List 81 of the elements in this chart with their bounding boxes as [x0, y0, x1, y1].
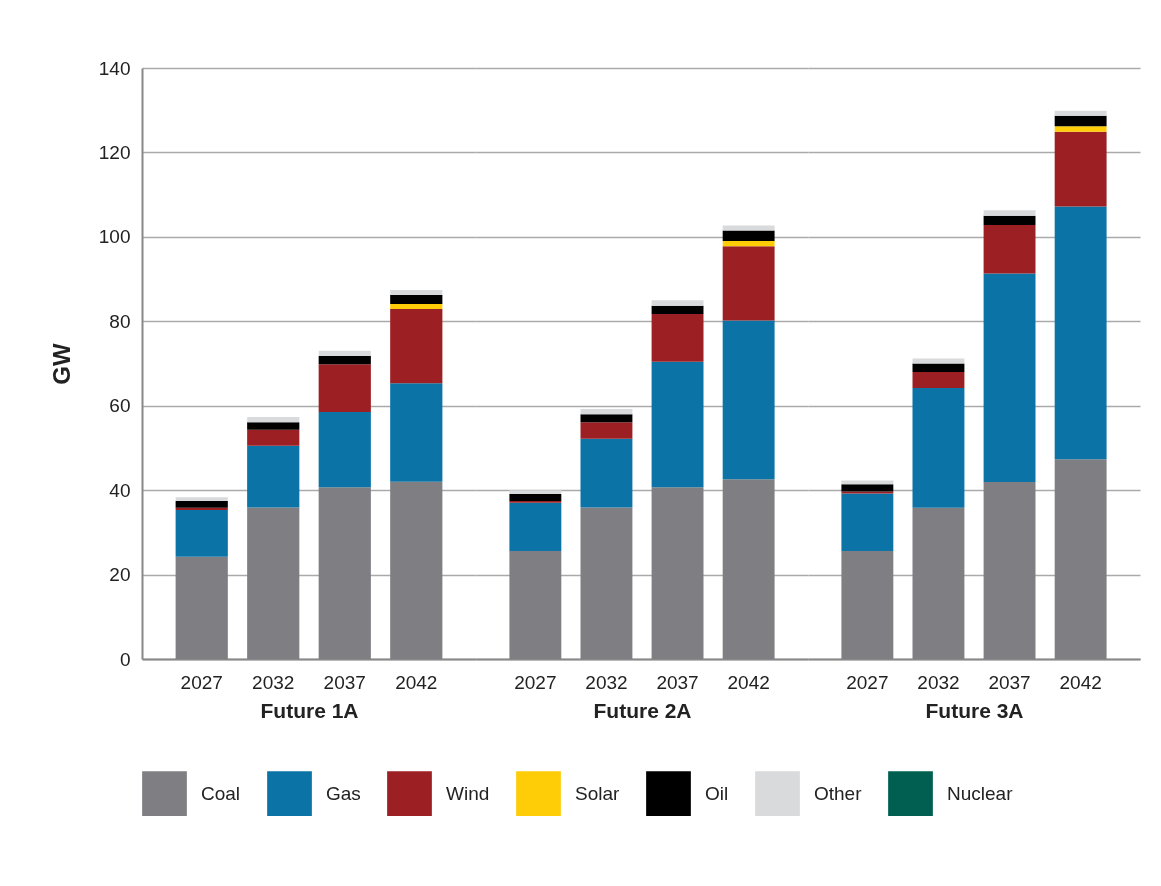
bar	[509, 493, 562, 502]
bar	[509, 502, 562, 551]
y-tick-label: 0	[119, 648, 131, 670]
y-tick-label: 20	[109, 564, 131, 586]
bar	[390, 383, 443, 482]
bar	[247, 417, 300, 423]
x-tick-label: 2032	[585, 671, 628, 693]
legend-label: Other	[814, 782, 863, 804]
bar	[983, 210, 1036, 216]
bar	[722, 320, 775, 480]
bar	[390, 303, 443, 310]
bar	[1054, 131, 1107, 207]
y-axis-title: GW	[47, 343, 75, 385]
x-axis-title: Future 1A	[260, 698, 359, 722]
bar	[912, 371, 965, 388]
bar	[390, 295, 443, 304]
legend-label: Nuclear	[947, 782, 1014, 804]
bar	[175, 507, 228, 510]
bar	[722, 246, 775, 321]
x-tick-label: 2027	[846, 671, 889, 693]
bar	[651, 314, 704, 362]
x-tick-label: 2037	[656, 671, 699, 693]
bar	[1054, 126, 1107, 132]
bar	[983, 225, 1036, 274]
bar	[175, 509, 228, 557]
bar	[318, 355, 371, 365]
bar	[247, 445, 300, 508]
y-tick-label: 60	[109, 395, 131, 417]
bar	[841, 480, 894, 485]
legend-label: Wind	[446, 782, 490, 804]
y-tick-label: 120	[98, 141, 131, 163]
x-tick-label: 2027	[514, 671, 557, 693]
bar	[175, 497, 228, 502]
bar	[318, 350, 371, 356]
bar	[580, 414, 633, 423]
bar	[651, 361, 704, 488]
bar	[390, 290, 443, 296]
legend-label: Gas	[326, 782, 361, 804]
x-axis-title: Future 3A	[925, 698, 1024, 722]
x-tick-label: 2042	[395, 671, 438, 693]
x-tick-label: 2032	[252, 671, 295, 693]
x-tick-label: 2042	[727, 671, 770, 693]
bar	[983, 215, 1036, 226]
bar	[841, 493, 894, 551]
bar	[580, 438, 633, 508]
bar	[1054, 206, 1107, 460]
bar	[983, 273, 1036, 483]
y-tick-label: 80	[109, 310, 131, 332]
y-tick-label: 100	[98, 226, 131, 248]
bar	[580, 422, 633, 439]
bar	[722, 230, 775, 242]
bar	[722, 241, 775, 247]
legend-label: Solar	[575, 782, 621, 804]
bar	[247, 422, 300, 430]
bar	[651, 305, 704, 315]
x-tick-label: 2027	[180, 671, 223, 693]
bar	[318, 364, 371, 413]
bar	[722, 225, 775, 231]
bar	[912, 358, 965, 364]
bar	[318, 412, 371, 488]
bar	[390, 309, 443, 384]
bar	[247, 429, 300, 446]
bar	[841, 491, 894, 494]
bar	[841, 484, 894, 492]
x-tick-label: 2037	[323, 671, 366, 693]
bar	[912, 387, 965, 508]
bar	[580, 409, 633, 415]
bar	[1054, 115, 1107, 127]
bar	[1054, 110, 1107, 116]
bar	[651, 300, 704, 306]
x-tick-label: 2042	[1059, 671, 1102, 693]
x-axis-title: Future 2A	[593, 698, 692, 722]
y-tick-label: 40	[109, 479, 131, 501]
legend-label: Oil	[705, 782, 729, 804]
bar	[175, 501, 228, 508]
bar	[509, 490, 562, 494]
legend-label: Coal	[201, 782, 241, 804]
x-tick-label: 2037	[988, 671, 1031, 693]
bar	[912, 363, 965, 372]
y-tick-label: 140	[98, 57, 131, 79]
x-tick-label: 2032	[917, 671, 960, 693]
